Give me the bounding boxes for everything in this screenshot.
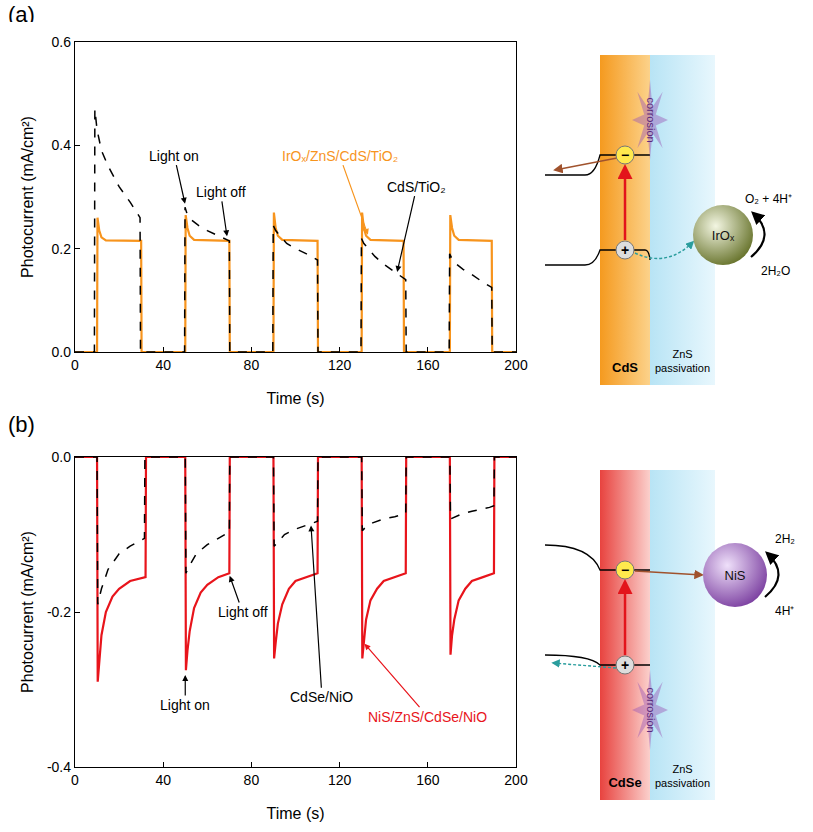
svg-text:2H₂: 2H₂ [775, 532, 795, 546]
svg-text:4H⁺: 4H⁺ [775, 604, 794, 618]
svg-text:Light on: Light on [160, 697, 210, 713]
svg-text:0.6: 0.6 [52, 34, 72, 50]
svg-text:160: 160 [416, 357, 440, 373]
svg-text:passivation: passivation [655, 362, 710, 374]
svg-text:0: 0 [71, 357, 79, 373]
svg-text:NiS/ZnS/CdSe/NiO: NiS/ZnS/CdSe/NiO [368, 709, 487, 725]
svg-text:120: 120 [328, 357, 352, 373]
svg-text:40: 40 [155, 357, 171, 373]
svg-text:Photocurrent (mA/cm²): Photocurrent (mA/cm²) [19, 116, 36, 278]
html-text:(a): (a) [8, 2, 35, 27]
html-text:(b): (b) [8, 412, 35, 437]
svg-text:0.2: 0.2 [52, 241, 72, 257]
svg-text:200: 200 [504, 772, 528, 788]
svg-text:80: 80 [244, 357, 260, 373]
svg-text:Time (s): Time (s) [266, 805, 324, 822]
svg-text:+: + [621, 242, 629, 258]
svg-text:Light off: Light off [218, 604, 268, 620]
svg-text:IrOₓ: IrOₓ [712, 228, 735, 243]
svg-text:Light off: Light off [196, 184, 246, 200]
svg-text:Light on: Light on [149, 148, 199, 164]
svg-text:−: − [621, 562, 629, 578]
svg-text:CdS: CdS [612, 360, 638, 375]
svg-text:−: − [621, 147, 629, 163]
svg-text:CdSe: CdSe [608, 775, 641, 790]
svg-text:200: 200 [504, 357, 528, 373]
svg-text:corrosion: corrosion [645, 97, 657, 142]
svg-text:120: 120 [328, 772, 352, 788]
svg-text:0.0: 0.0 [52, 344, 72, 360]
svg-text:Photocurrent (mA/cm²): Photocurrent (mA/cm²) [19, 531, 36, 693]
svg-text:0.4: 0.4 [52, 137, 72, 153]
svg-text:CdSe/NiO: CdSe/NiO [290, 689, 353, 705]
svg-text:2H₂O: 2H₂O [761, 264, 790, 278]
svg-text:0.0: 0.0 [52, 449, 72, 465]
svg-text:corrosion: corrosion [645, 687, 657, 732]
svg-text:ZnS: ZnS [672, 763, 692, 775]
svg-text:NiS: NiS [725, 568, 746, 583]
svg-text:ZnS: ZnS [672, 348, 692, 360]
svg-text:40: 40 [155, 772, 171, 788]
svg-text:CdS/TiO₂: CdS/TiO₂ [387, 179, 446, 195]
svg-text:Time (s): Time (s) [266, 390, 324, 407]
svg-text:-0.2: -0.2 [47, 604, 71, 620]
svg-text:80: 80 [244, 772, 260, 788]
svg-text:passivation: passivation [655, 777, 710, 789]
svg-text:-0.4: -0.4 [47, 759, 71, 775]
svg-text:IrOₓ/ZnS/CdS/TiO₂: IrOₓ/ZnS/CdS/TiO₂ [282, 148, 398, 164]
svg-text:0: 0 [71, 772, 79, 788]
svg-text:O₂ + 4H⁺: O₂ + 4H⁺ [745, 192, 792, 206]
svg-text:+: + [621, 657, 629, 673]
svg-text:160: 160 [416, 772, 440, 788]
